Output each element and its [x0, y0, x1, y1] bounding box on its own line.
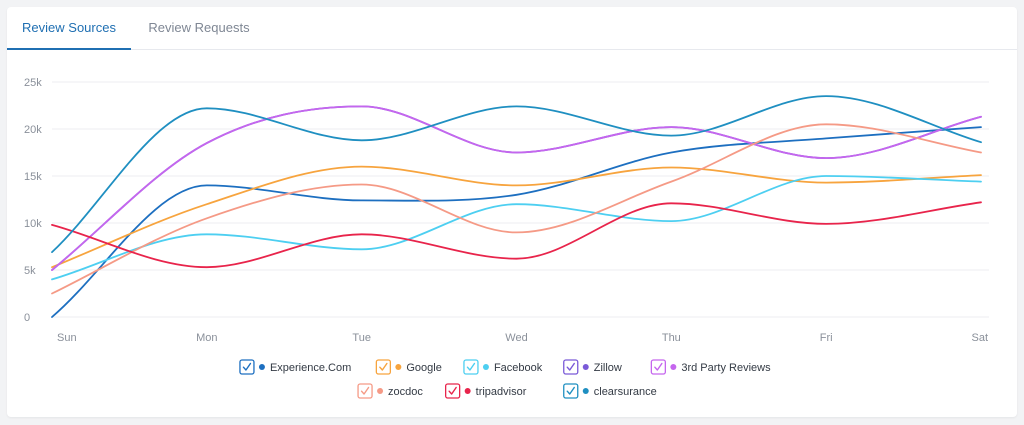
legend-checkbox[interactable]: [563, 383, 579, 399]
series-line-3rd-party-reviews: [51, 105, 982, 271]
legend-label: 3rd Party Reviews: [681, 362, 771, 374]
legend-checkbox[interactable]: [463, 359, 479, 375]
checkmark-icon: [448, 386, 457, 395]
y-tick-label: 20k: [24, 124, 42, 136]
legend-label: Google: [406, 362, 441, 374]
x-tick-label: Mon: [196, 332, 217, 344]
tab-bar: Review Sources Review Requests: [7, 7, 1017, 50]
legend-dot: [377, 388, 384, 394]
legend-dot: [395, 364, 402, 370]
chart-legend: Experience.Com Google Facebook Zillow 3rd Pa…: [239, 359, 771, 399]
x-tick-label: Sat: [971, 332, 988, 344]
legend-checkbox[interactable]: [375, 359, 392, 375]
x-axis: Sun Mon Tue Wed Thu Fri Sat: [57, 332, 988, 344]
series-line-google: [51, 165, 982, 269]
checkmark-icon: [242, 362, 252, 371]
x-tick-label: Thu: [662, 332, 681, 344]
y-axis: 0 5k 10k 15k 20k 25k: [24, 77, 42, 324]
legend-label: zocdoc: [388, 386, 423, 398]
legend-item-zocdoc[interactable]: zocdoc: [357, 383, 423, 399]
x-tick-label: Tue: [352, 332, 371, 344]
legend-dot: [482, 364, 489, 370]
legend-label: Facebook: [494, 362, 543, 374]
series-line-clearsurance: [51, 95, 982, 253]
legend-item-google[interactable]: Google: [375, 359, 442, 375]
legend-checkbox[interactable]: [650, 359, 666, 375]
series-line-tripadvisor: [51, 201, 982, 269]
legend-item-zillow[interactable]: Zillow: [563, 359, 622, 375]
tab-review-sources[interactable]: Review Sources: [7, 7, 131, 50]
checkmark-icon: [566, 362, 575, 371]
y-tick-label: 5k: [24, 265, 36, 277]
legend-dot: [670, 364, 677, 370]
y-tick-label: 0: [24, 312, 30, 324]
checkmark-icon: [360, 386, 370, 395]
chart-card: Review Sources Review Requests: [7, 7, 1017, 417]
legend-checkbox[interactable]: [444, 383, 461, 399]
legend-dot: [582, 388, 589, 394]
checkmark-icon: [379, 362, 388, 371]
checkmark-icon: [566, 386, 575, 395]
legend-item-experience-com[interactable]: Experience.Com: [239, 359, 351, 375]
checkmark-icon: [466, 362, 476, 371]
y-tick-label: 10k: [24, 218, 42, 230]
legend-label: Experience.Com: [270, 362, 351, 374]
legend-item-3rd-party-reviews[interactable]: 3rd Party Reviews: [650, 359, 771, 375]
legend-checkbox[interactable]: [563, 359, 579, 375]
legend-dot: [464, 388, 471, 394]
tab-review-requests[interactable]: Review Requests: [148, 20, 250, 35]
legend-checkbox[interactable]: [357, 383, 373, 399]
legend-item-facebook[interactable]: Facebook: [463, 359, 543, 375]
legend-item-tripadvisor[interactable]: tripadvisor: [444, 383, 527, 399]
series-line-experience-com: [51, 126, 982, 318]
legend-checkbox[interactable]: [239, 359, 255, 375]
y-tick-label: 15k: [24, 171, 42, 183]
x-tick-label: Wed: [505, 332, 527, 344]
chart-grid: [52, 81, 989, 318]
series-line-facebook: [51, 175, 982, 281]
legend-label: clearsurance: [594, 386, 657, 398]
legend-item-clearsurance[interactable]: clearsurance: [563, 383, 657, 399]
series-line-zocdoc: [51, 123, 982, 295]
legend-dot: [258, 364, 265, 370]
legend-label: tripadvisor: [476, 386, 527, 398]
checkmark-icon: [654, 362, 663, 371]
legend-label: Zillow: [594, 362, 622, 374]
x-tick-label: Fri: [820, 332, 833, 344]
legend-dot: [582, 364, 589, 370]
chart-series-lines: [51, 95, 982, 318]
y-tick-label: 25k: [24, 77, 42, 89]
x-tick-label: Sun: [57, 332, 77, 344]
